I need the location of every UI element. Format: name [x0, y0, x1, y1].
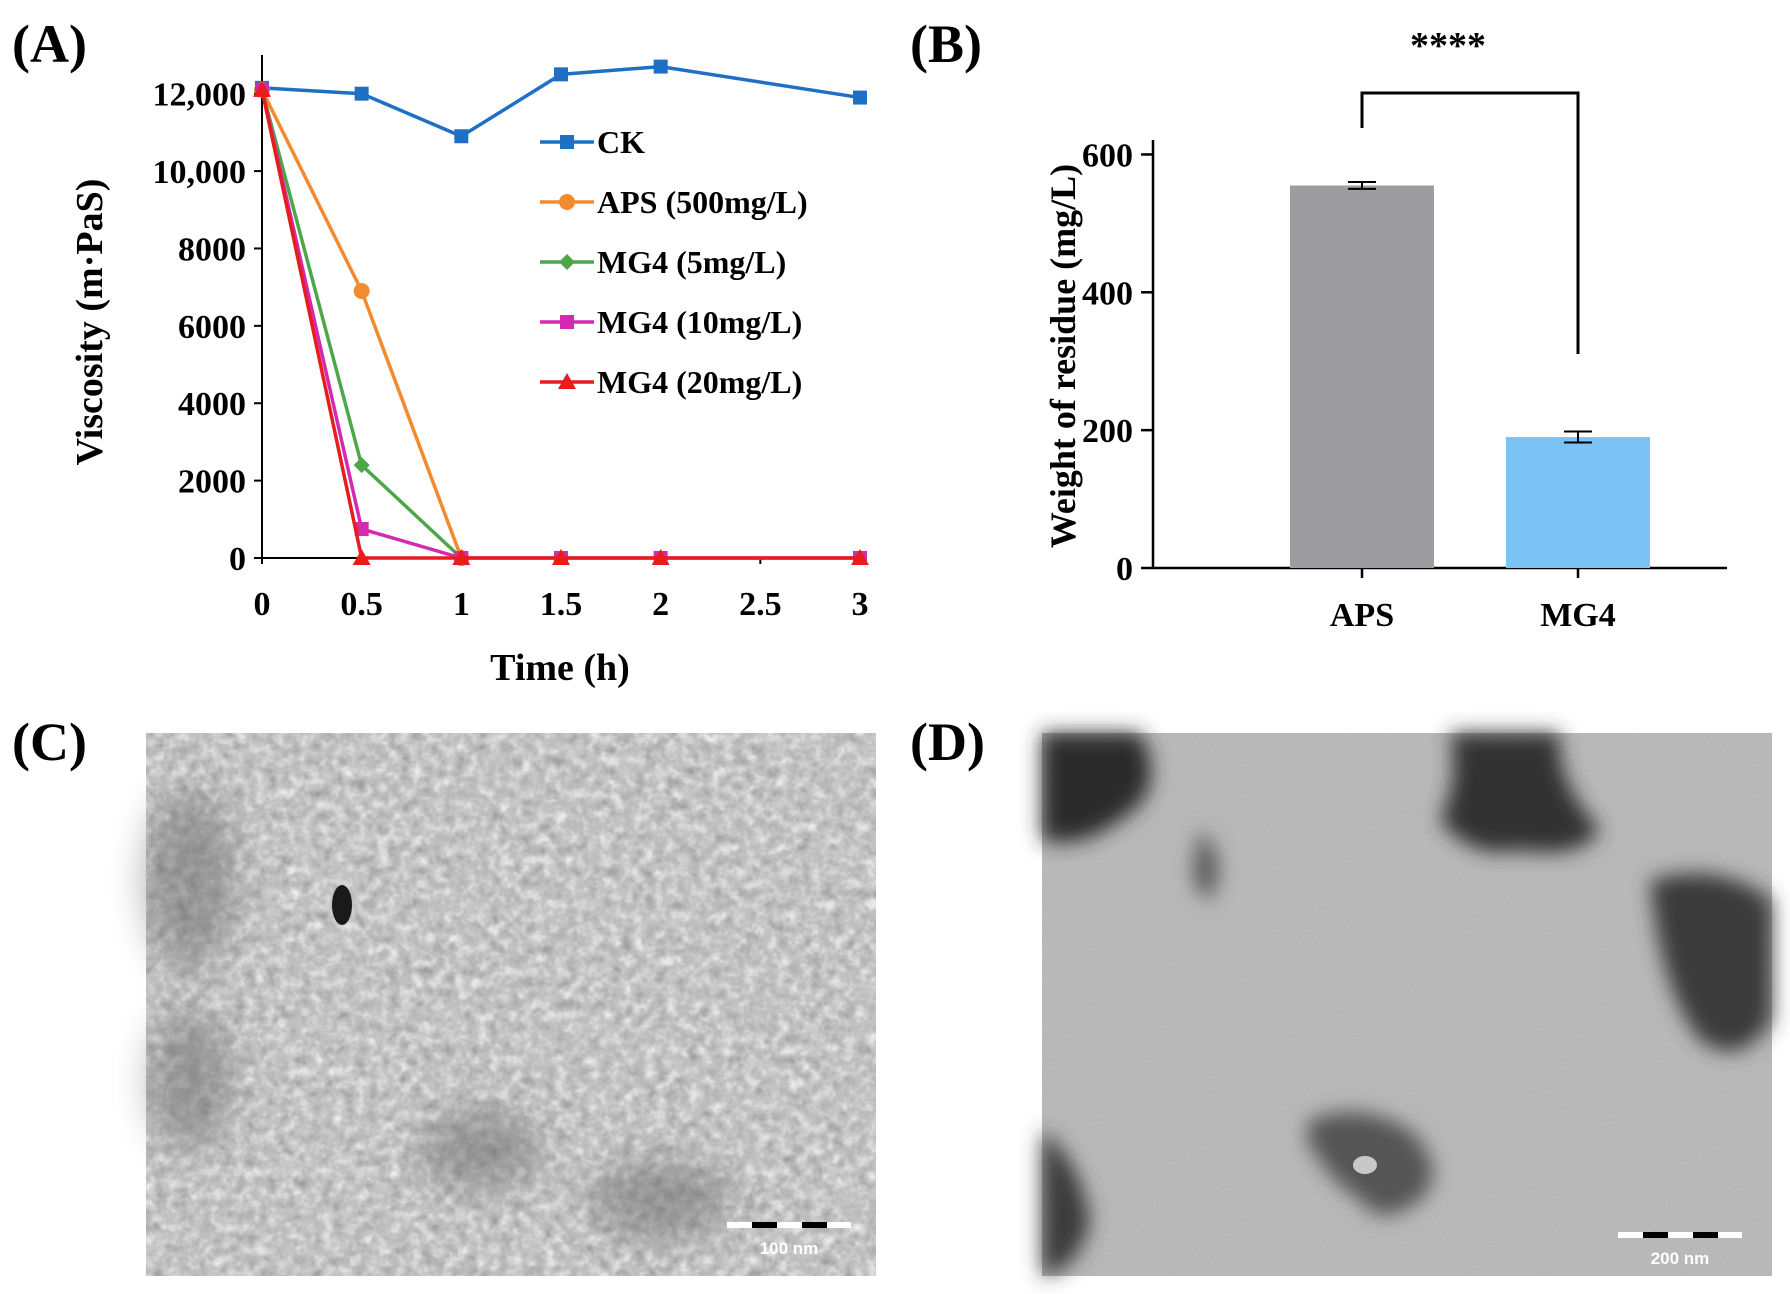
chart-a-point: [552, 549, 570, 565]
chart-a-point: [853, 90, 867, 105]
chart-a-x-tick-label: 1: [453, 586, 470, 623]
chart-a-y-tick-label: 10,000: [153, 154, 247, 191]
scale-bar-d: [1618, 1232, 1742, 1238]
chart-a-point: [558, 373, 576, 389]
chart-a-series-1: [254, 81, 470, 566]
significance-bracket: [1360, 91, 1580, 354]
chart-b-x-tick-label: APS: [1330, 597, 1394, 634]
chart-a-legend-entry: CK: [540, 124, 645, 160]
tem-c-smooth-regions: [145, 790, 730, 1240]
chart-b-y-tick-label: 400: [1082, 275, 1133, 312]
chart-a-x-tick-label: 0.5: [340, 586, 383, 623]
chart-a-point: [554, 67, 568, 82]
scale-label-d: 200 nm: [1651, 1249, 1710, 1268]
chart-a-series-line: [260, 89, 463, 560]
tem-d-aggregates: [1042, 733, 1772, 1276]
viscosity-line-chart: 0 2000 4000 6000 8000 10,000 12,000 0 0.5 1 1.5 2 2.…: [69, 55, 869, 689]
chart-b-bars: [1290, 91, 1650, 568]
chart-a-point: [354, 86, 369, 101]
chart-a-point: [454, 129, 469, 144]
chart-a-point: [560, 135, 574, 149]
chart-b-y-tick-label: 0: [1116, 551, 1133, 588]
chart-b-y-axis-title: Weight of residue (mg/L): [1043, 164, 1083, 548]
chart-a-legend-label: APS (500mg/L): [597, 184, 808, 220]
chart-a-y-tick-label: 6000: [178, 309, 246, 346]
chart-a-axes: 0 2000 4000 6000 8000 10,000 12,000 0 0.5 1 1.5 2 2.…: [153, 55, 869, 623]
chart-a-point: [851, 549, 869, 565]
chart-a-x-tick-label: 1.5: [540, 586, 583, 623]
chart-a-x-tick-label: 2: [652, 586, 669, 623]
chart-a-series-4: [253, 80, 869, 565]
tem-c-particles: [146, 733, 876, 1276]
chart-b-y-tick-label: 600: [1082, 137, 1133, 174]
tem-d-vesicle: [1353, 1156, 1377, 1174]
chart-a-point: [559, 254, 575, 270]
chart-b-y-tick-label: 200: [1082, 413, 1133, 450]
chart-a-legend-entry: MG4 (20mg/L): [540, 364, 802, 400]
chart-a-y-axis-title: Viscosity (m·PaS): [69, 179, 111, 466]
chart-a-legend-entry: MG4 (5mg/L): [540, 244, 786, 280]
chart-a-point: [353, 457, 370, 474]
chart-a-point: [651, 549, 670, 565]
chart-a-x-tick-label: 3: [852, 586, 869, 623]
chart-a-x-tick-label: 2.5: [739, 586, 782, 623]
chart-b-x-tick-label: MG4: [1540, 597, 1616, 634]
panel-a-label: (A): [12, 14, 87, 74]
chart-a-y-tick-label: 4000: [178, 386, 246, 423]
scale-label-c: 100 nm: [760, 1239, 819, 1258]
chart-a-point: [253, 80, 271, 97]
chart-b-bar-aps: [1290, 185, 1434, 568]
scale-bar-c: [727, 1222, 851, 1228]
chart-a-x-tick-label: 0: [254, 586, 271, 623]
chart-a-y-tick-label: 12,000: [153, 77, 247, 114]
chart-a-point: [452, 549, 471, 565]
chart-a-point: [653, 59, 668, 74]
chart-a-x-axis-title: Time (h): [490, 647, 630, 689]
chart-a-legend-entry: MG4 (10mg/L): [540, 304, 802, 340]
chart-a-point: [352, 549, 371, 565]
chart-a-legend: CK APS (500mg/L) MG4 (5mg/L) MG4 (10mg/L) MG…: [540, 124, 808, 400]
panel-b-label: (B): [910, 14, 982, 74]
significance-stars: ****: [1410, 25, 1486, 67]
tem-image-c: 100 nm: [145, 733, 876, 1276]
chart-a-point: [559, 194, 575, 210]
panel-c-label: (C): [12, 712, 87, 772]
chart-a-legend-label: MG4 (10mg/L): [597, 304, 802, 340]
chart-a-point: [354, 521, 369, 536]
chart-a-legend-entry: APS (500mg/L): [540, 184, 808, 220]
chart-a-point: [560, 315, 574, 329]
chart-a-series-0: [255, 59, 867, 144]
chart-a-legend-label: CK: [597, 124, 645, 160]
chart-a-point: [353, 283, 370, 300]
chart-a-series-line: [260, 89, 463, 559]
chart-a-series: [253, 59, 869, 566]
chart-a-series-line: [261, 64, 861, 139]
chart-a-legend-label: MG4 (5mg/L): [597, 244, 786, 280]
chart-a-y-tick-label: 2000: [178, 464, 246, 501]
tem-c-dark-spot: [332, 885, 352, 925]
residue-bar-chart: 0 200 400 600 APS MG4 Weight of residue (mg/L…: [1043, 25, 1727, 634]
chart-a-legend-label: MG4 (20mg/L): [597, 364, 802, 400]
chart-a-y-tick-label: 8000: [178, 231, 246, 268]
chart-b-bar-mg4: [1506, 437, 1650, 568]
tem-image-d: 200 nm: [1042, 733, 1772, 1276]
chart-a-series-line: [260, 89, 860, 560]
chart-a-y-tick-label: 0: [229, 541, 246, 578]
panel-d-label: (D): [910, 712, 985, 772]
